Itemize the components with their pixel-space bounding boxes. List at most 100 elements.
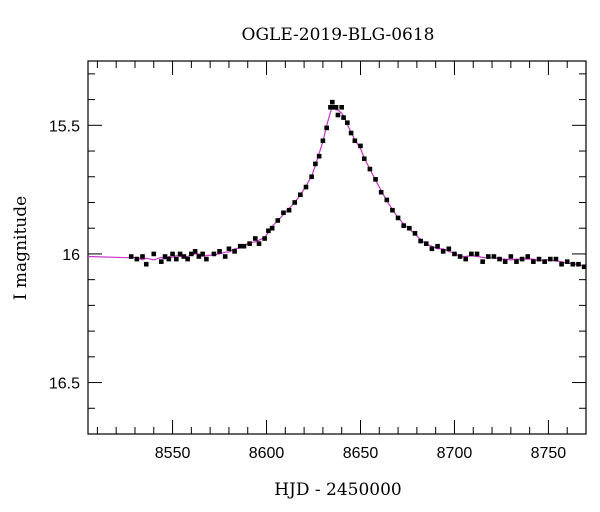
data-point [298, 192, 303, 198]
data-point [474, 251, 480, 257]
data-point [211, 251, 217, 257]
data-point [335, 112, 341, 118]
data-point [358, 143, 363, 149]
data-point [292, 200, 298, 205]
data-point [452, 251, 457, 257]
data-point [275, 218, 281, 223]
chart-title: OGLE-2019-BLG-0618 [242, 25, 435, 45]
data-point [226, 246, 232, 252]
y-axis-label: I magnitude [11, 196, 31, 300]
data-point [200, 251, 205, 257]
data-point [491, 254, 497, 259]
data-point [418, 238, 423, 244]
data-point [508, 254, 514, 259]
data-point [570, 261, 576, 267]
data-point [401, 223, 407, 228]
data-point [313, 161, 318, 167]
data-point [581, 264, 587, 270]
y-tick-label: 16.5 [49, 376, 80, 393]
data-point [514, 259, 519, 264]
data-point [256, 241, 262, 246]
plot-frame [87, 60, 587, 435]
data-point [237, 243, 243, 249]
data-point [519, 256, 525, 262]
data-point [553, 256, 559, 262]
data-point [247, 241, 252, 246]
data-point [412, 231, 418, 236]
y-tick-label: 15.5 [49, 118, 80, 135]
data-point [559, 261, 564, 267]
data-point [407, 225, 412, 231]
data-point [547, 256, 553, 262]
data-point [542, 259, 547, 264]
data-point [134, 256, 140, 262]
data-point [361, 156, 367, 162]
data-point [196, 254, 202, 259]
data-point [170, 251, 175, 257]
data-point [177, 251, 183, 257]
data-point [192, 249, 198, 254]
data-point [222, 254, 228, 259]
data-point [316, 153, 322, 159]
data-point [320, 138, 326, 144]
data-point [502, 259, 508, 264]
data-point [339, 105, 344, 110]
data-point [367, 166, 373, 172]
data-point [429, 246, 435, 252]
data-point [232, 249, 237, 254]
data-point [281, 210, 286, 216]
data-point [333, 105, 339, 110]
data-point [536, 256, 542, 262]
data-point [140, 254, 145, 259]
data-point [128, 254, 134, 259]
x-tick-labels: 8550 8600 8650 8700 8750 [155, 445, 567, 462]
data-point [576, 261, 581, 267]
data-point [435, 243, 440, 249]
data-point [174, 256, 179, 262]
data-point [151, 251, 157, 257]
data-point [469, 251, 474, 257]
data-point [497, 256, 502, 262]
data-point [463, 256, 469, 262]
data-point [158, 259, 164, 264]
data-point [181, 254, 187, 259]
data-point [324, 125, 329, 131]
data-point [525, 254, 531, 259]
data-point [423, 241, 429, 246]
x-tick-label: 8600 [249, 445, 285, 462]
data-point [217, 249, 222, 254]
data-point [330, 99, 335, 105]
data-point [348, 130, 354, 136]
model-curve [87, 105, 585, 267]
y-tick-label: 16 [62, 247, 80, 264]
axis-ticks [88, 61, 587, 435]
data-point [384, 197, 390, 203]
data-point [457, 254, 463, 259]
data-point [531, 259, 536, 264]
x-tick-label: 8700 [437, 445, 473, 462]
data-point [241, 243, 247, 249]
data-point [162, 254, 168, 259]
x-tick-label: 8550 [155, 445, 191, 462]
data-point [143, 261, 149, 267]
data-point [378, 189, 384, 195]
data-point [166, 256, 172, 262]
data-point [189, 251, 194, 257]
data-point [204, 256, 209, 262]
data-point [390, 207, 395, 213]
data-point [286, 207, 292, 213]
data-point [341, 115, 346, 120]
data-point [352, 138, 358, 144]
data-point [345, 120, 350, 126]
data-point [266, 228, 271, 234]
data-point [269, 225, 275, 231]
data-point [564, 259, 570, 264]
data-points [128, 99, 587, 270]
data-point [446, 246, 452, 252]
data-point [252, 236, 258, 241]
data-point [262, 236, 267, 241]
data-point [309, 174, 314, 180]
data-point [440, 249, 446, 254]
data-point [480, 259, 485, 264]
